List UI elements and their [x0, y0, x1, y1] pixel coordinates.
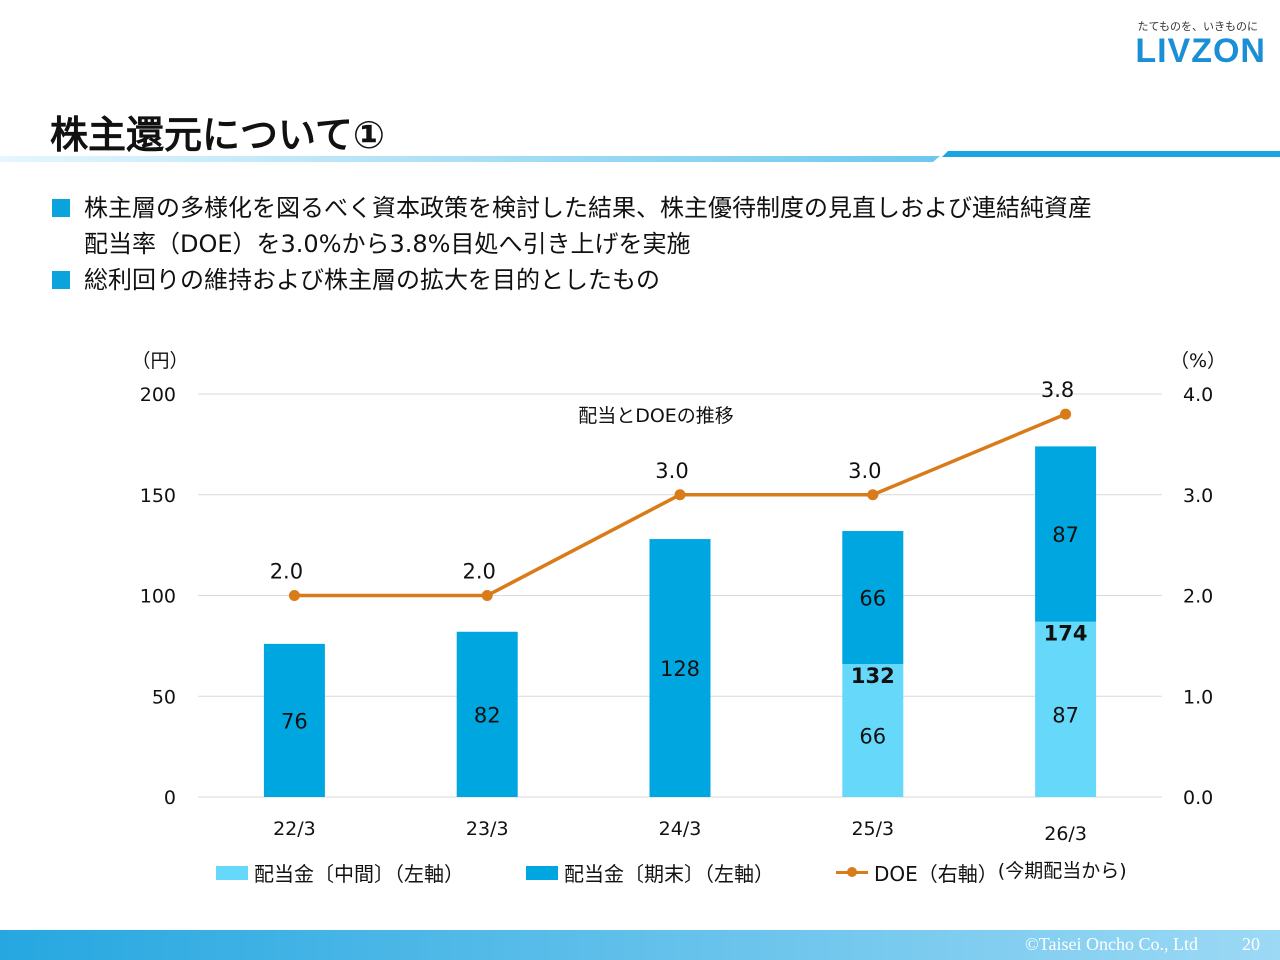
page-title: 株主還元について①	[50, 113, 386, 157]
doe-value-label: 2.0	[462, 560, 495, 584]
bullet-line: 総利回りの維持および株主層の拡大を目的としたもの	[84, 266, 660, 294]
copyright: ©Taisei Oncho Co., Ltd	[1025, 934, 1198, 954]
y-tick-right: 1.0	[1183, 686, 1213, 708]
legend-year-end: 配当金〔期末〕（左軸）	[526, 858, 774, 887]
y-tick-left: 200	[140, 384, 176, 406]
bullet-line: 株主層の多様化を図るべく資本政策を検討した結果、株主優待制度の見直しおよび連結純…	[84, 194, 1092, 222]
y-tick-right: 3.0	[1183, 485, 1213, 507]
legend-doe: DOE（右軸） (今期配当から)	[836, 858, 1127, 887]
logo-tagline: たてものを、いきものに	[1137, 20, 1258, 33]
x-tick-label: 26/3	[1044, 823, 1087, 845]
bar-interim	[1035, 621, 1097, 797]
y-tick-left: 50	[152, 686, 176, 708]
doe-point	[288, 590, 300, 601]
bar-total-label: 174	[1044, 622, 1088, 646]
page-number: 20	[1242, 934, 1260, 954]
chart-title: 配当とDOEの推移	[578, 405, 734, 427]
y-tick-left: 150	[140, 485, 176, 507]
doe-point	[481, 590, 493, 601]
bar-total-label: 132	[851, 664, 895, 688]
y-axis-right-unit: （%）	[1170, 350, 1226, 372]
bar-year-end-label: 82	[474, 703, 501, 727]
chart-doe-line	[288, 408, 1072, 601]
legend-interim-label: 配当金〔中間〕（左軸）	[254, 862, 464, 886]
bullet-item-2: 総利回りの維持および株主層の拡大を目的としたもの	[52, 262, 1092, 298]
chart-bars	[263, 446, 1097, 797]
legend-doe-note: (今期配当から)	[997, 860, 1127, 882]
bar-year-end-label: 87	[1052, 523, 1079, 547]
x-tick-label: 25/3	[851, 818, 894, 840]
bar-year-end-label: 66	[859, 587, 886, 611]
bar-year-end-label: 76	[281, 709, 308, 733]
doe-value-label: 3.0	[655, 459, 688, 483]
bar-interim-label: 66	[859, 725, 886, 749]
bar-year-end	[263, 643, 325, 797]
bar-year-end	[1035, 446, 1097, 622]
doe-value-label: 3.0	[848, 459, 881, 483]
doe-point	[674, 489, 686, 501]
doe-point	[867, 489, 879, 501]
y-tick-left: 0	[164, 787, 176, 809]
bar-year-end-label: 128	[660, 657, 700, 681]
doe-value-label: 3.8	[1041, 378, 1074, 402]
chart-legend: 配当金〔中間〕（左軸） 配当金〔期末〕（左軸） DOE（右軸） (今期配当から)	[0, 858, 1280, 888]
bar-interim	[842, 664, 904, 797]
bar-year-end	[649, 539, 711, 797]
legend-year-end-label: 配当金〔期末〕（左軸）	[564, 862, 774, 886]
legend-interim: 配当金〔中間〕（左軸）	[216, 858, 464, 887]
bullet-list: 株主層の多様化を図るべく資本政策を検討した結果、株主優待制度の見直しおよび連結純…	[52, 190, 1092, 298]
bar-interim-label: 87	[1052, 703, 1079, 727]
y-tick-right: 4.0	[1183, 384, 1213, 406]
legend-doe-label: DOE（右軸）	[874, 862, 998, 886]
bullet-square-icon	[52, 271, 70, 289]
doe-point	[1060, 408, 1072, 420]
title-underline	[0, 151, 1280, 162]
y-tick-right: 2.0	[1183, 586, 1213, 608]
company-logo: LIVZON	[1135, 32, 1266, 70]
x-tick-label: 22/3	[273, 818, 316, 840]
y-axis-left-unit: （円）	[131, 350, 188, 372]
chart-labels: （円） （%） 0 50 100 150 200 0.0 1.0 2.0 3.0 4.0 22/3 23/…	[131, 350, 1226, 845]
y-tick-left: 100	[140, 586, 176, 608]
doe-value-label: 2.0	[270, 560, 303, 584]
legend-doe-line-icon	[836, 867, 868, 877]
bullet-item-1: 株主層の多様化を図るべく資本政策を検討した結果、株主優待制度の見直しおよび連結純…	[52, 190, 1092, 262]
legend-year-end-swatch	[526, 865, 558, 880]
bullet-line: 配当率（DOE）を3.0%から3.8%目処へ引き上げを実施	[84, 230, 691, 258]
bar-year-end	[842, 531, 904, 665]
dividend-doe-chart: （円） （%） 0 50 100 150 200 0.0 1.0 2.0 3.0 4.0 22/3 23/…	[131, 350, 1226, 845]
bar-year-end	[456, 631, 518, 797]
x-tick-label: 23/3	[466, 818, 509, 840]
bullet-square-icon	[52, 199, 70, 217]
legend-interim-swatch	[216, 865, 248, 880]
x-tick-label: 24/3	[659, 818, 702, 840]
footer-bar: ©Taisei Oncho Co., Ltd 20	[0, 930, 1280, 960]
y-tick-right: 0.0	[1183, 787, 1213, 809]
